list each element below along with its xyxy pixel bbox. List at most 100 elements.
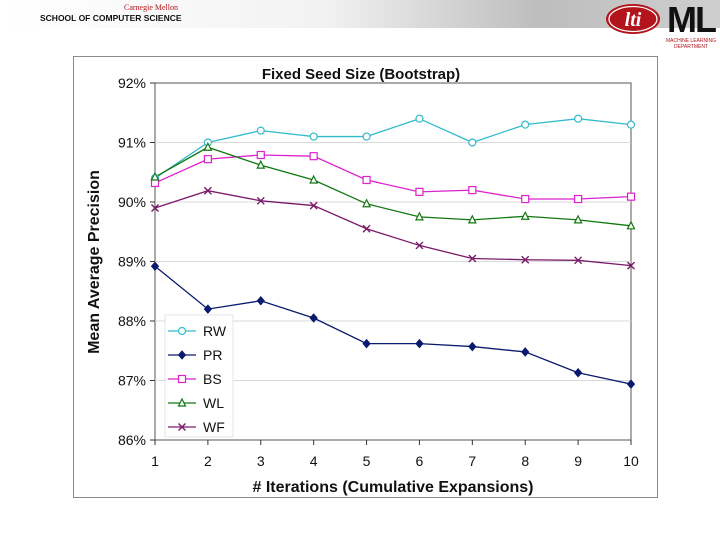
series-line-rw <box>154 118 632 179</box>
x-tick-label: 4 <box>310 453 318 469</box>
data-point-wf-stroke <box>203 186 212 195</box>
x-tick-label: 1 <box>151 453 159 469</box>
data-point-wf-stroke <box>256 196 265 205</box>
series-line-bs <box>154 154 632 200</box>
data-point-pr <box>626 379 636 389</box>
data-point-wl <box>150 171 160 181</box>
legend-marker-bs <box>177 374 187 384</box>
y-tick-label: 89% <box>118 254 146 270</box>
data-point-wf <box>309 201 318 210</box>
series-markers <box>150 114 636 389</box>
ml-logo-letters: ML <box>667 0 717 40</box>
data-point-rw <box>362 132 371 141</box>
data-point-bs <box>309 152 318 161</box>
data-point-bs <box>468 186 477 195</box>
data-point-wf <box>415 241 424 250</box>
x-tick-label: 9 <box>574 453 582 469</box>
x-axis-label: # Iterations (Cumulative Expansions) <box>253 479 534 496</box>
legend-label-rw: RW <box>203 323 227 339</box>
data-point-wf-stroke <box>151 203 159 212</box>
ml-logo: ML MACHINE LEARNING DEPARTMENT <box>664 0 718 56</box>
series-lines <box>154 118 632 385</box>
data-point-wf-stroke <box>415 241 424 250</box>
data-point-bs <box>362 175 371 185</box>
legend-label-bs: BS <box>203 371 222 387</box>
data-point-pr <box>309 313 318 323</box>
data-point-rw <box>468 138 477 147</box>
grid <box>155 142 631 381</box>
data-point-pr <box>468 341 477 352</box>
data-point-bs <box>574 194 583 204</box>
data-point-rw <box>521 120 530 129</box>
data-point-rw <box>574 114 583 123</box>
data-point-wf <box>151 203 159 212</box>
data-point-wf-stroke <box>362 224 371 233</box>
x-tick-label: 2 <box>204 453 212 469</box>
data-point-wf-stroke <box>574 256 583 265</box>
series-line-wf <box>154 190 632 267</box>
data-point-wf <box>468 254 477 263</box>
data-point-wf <box>574 256 583 265</box>
data-point-wf <box>256 196 265 205</box>
data-point-wl <box>256 159 266 169</box>
legend-box <box>164 314 234 438</box>
data-point-wf-stroke <box>468 254 477 263</box>
data-point-wf-stroke <box>309 201 318 210</box>
series-line-wl <box>154 146 632 227</box>
data-point-rw <box>626 120 636 129</box>
header-bar <box>0 0 720 28</box>
legend-marker-wl <box>177 397 187 407</box>
data-point-wl <box>573 214 583 224</box>
y-tick-label: 86% <box>118 432 146 448</box>
legend-label-wf: WF <box>203 419 225 435</box>
school-name: SCHOOL OF COMPUTER SCIENCE <box>40 13 182 23</box>
lti-logo: lti <box>606 4 660 34</box>
series-line-pr <box>154 265 632 385</box>
legend-label-pr: PR <box>203 347 222 363</box>
data-point-wl <box>467 214 477 224</box>
y-tick-label: 92% <box>118 75 146 91</box>
data-point-bs <box>256 150 265 160</box>
data-point-pr <box>415 338 424 349</box>
x-tick-label: 3 <box>257 453 265 469</box>
data-point-wf <box>362 224 371 233</box>
y-tick-label: 87% <box>118 373 146 389</box>
data-point-rw <box>256 126 265 135</box>
axes: 86% 87% 88% 89% 90% 91% 92% 1 2 3 4 5 6 7 8 9 10 <box>118 75 639 469</box>
x-tick-label: 8 <box>521 453 529 469</box>
data-point-pr <box>150 261 160 272</box>
university-name: Carnegie Mellon <box>124 3 178 12</box>
data-point-wl <box>414 211 424 221</box>
y-axis-label: Mean Average Precision <box>86 170 103 354</box>
data-point-wl <box>309 174 319 184</box>
data-point-bs <box>626 192 636 201</box>
x-tick-label: 6 <box>416 453 424 469</box>
data-point-bs <box>203 155 212 164</box>
y-tick-label: 91% <box>118 135 146 151</box>
data-point-pr <box>203 304 213 314</box>
data-point-pr <box>256 296 265 306</box>
data-point-wf-stroke <box>521 255 530 264</box>
data-point-rw <box>415 114 424 123</box>
data-point-wl <box>203 141 213 151</box>
data-point-pr <box>573 368 583 378</box>
data-point-pr <box>521 347 530 357</box>
chart-title: Fixed Seed Size (Bootstrap) <box>262 66 460 83</box>
legend-marker-wf-stroke <box>178 423 186 431</box>
x-tick-label: 5 <box>363 453 371 469</box>
y-tick-label: 90% <box>118 194 146 210</box>
data-point-bs <box>415 187 424 196</box>
legend: RW PR BS WL WF <box>168 323 227 435</box>
data-point-wf-stroke <box>627 261 635 270</box>
x-tick-label: 7 <box>468 453 476 469</box>
data-point-rw <box>309 132 318 141</box>
legend-label-wl: WL <box>203 395 224 411</box>
data-point-pr <box>362 338 371 349</box>
data-point-bs <box>521 194 530 204</box>
data-point-wl <box>520 210 530 220</box>
x-tick-label: 10 <box>623 453 639 469</box>
legend-marker-rw <box>177 326 187 336</box>
data-point-wl <box>362 198 372 208</box>
y-tick-label: 88% <box>118 313 146 329</box>
